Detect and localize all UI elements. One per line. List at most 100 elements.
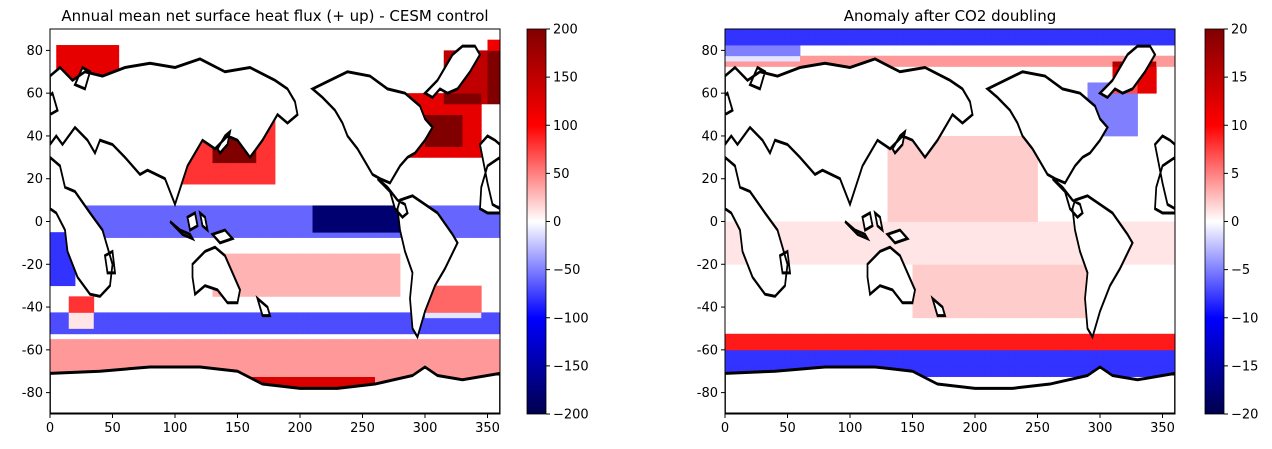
- heatmap-cell: [103, 355, 107, 361]
- heatmap-cell: [243, 349, 248, 356]
- heatmap-cell: [212, 355, 217, 361]
- heatmap-cell: [387, 328, 392, 335]
- heatmap-cell: [356, 312, 360, 319]
- heatmap-cell: [159, 317, 163, 324]
- heatmap-cell: [312, 269, 317, 276]
- heatmap-cell: [59, 242, 63, 249]
- heatmap-cell: [96, 210, 101, 217]
- heatmap-cell: [400, 344, 404, 351]
- heatmap-cell: [150, 205, 154, 212]
- heatmap-cell: [193, 339, 198, 345]
- heatmap-cell: [281, 349, 285, 356]
- heatmap-cell: [250, 291, 254, 297]
- heatmap-cell: [496, 216, 500, 222]
- heatmap-cell: [284, 360, 288, 367]
- heatmap-cell: [125, 210, 129, 217]
- heatmap-cell: [93, 323, 98, 329]
- heatmap-cell: [337, 258, 342, 265]
- heatmap-cell: [296, 210, 301, 217]
- heatmap-cell: [396, 232, 401, 238]
- heatmap-cell: [243, 280, 248, 287]
- heatmap-cell: [375, 291, 379, 297]
- heatmap-cell: [112, 232, 117, 238]
- heatmap-cell: [178, 323, 182, 329]
- heatmap-cell: [187, 162, 192, 169]
- heatmap-cell: [459, 210, 463, 217]
- heatmap-cell: [128, 221, 132, 228]
- heatmap-cell: [237, 280, 242, 287]
- heatmap-cell: [71, 61, 76, 67]
- heatmap-cell: [428, 151, 432, 158]
- heatmap-cell: [487, 71, 492, 78]
- heatmap-cell: [496, 365, 500, 372]
- heatmap-cell: [971, 371, 976, 377]
- heatmap-cell: [262, 360, 267, 367]
- heatmap-cell: [350, 221, 354, 228]
- heatmap-cell: [134, 232, 138, 238]
- heatmap-cell: [350, 285, 354, 292]
- heatmap-cell: [456, 141, 460, 148]
- heatmap-cell: [109, 55, 113, 62]
- heatmap-cell: [200, 323, 204, 329]
- heatmap-cell: [265, 253, 270, 260]
- heatmap-cell: [356, 205, 360, 212]
- heatmap-cell: [306, 226, 310, 233]
- heatmap-cell: [131, 339, 135, 345]
- heatmap-cell: [115, 328, 120, 335]
- heatmap-cell: [221, 328, 226, 335]
- heatmap-cell: [415, 360, 420, 367]
- heatmap-cell: [456, 216, 460, 222]
- heatmap-cell: [184, 216, 188, 222]
- heatmap-cell: [409, 93, 413, 99]
- heatmap-cell: [275, 344, 279, 351]
- heatmap-cell: [359, 253, 363, 260]
- heatmap-cell: [296, 274, 301, 281]
- heatmap-cell: [256, 253, 260, 260]
- heatmap-cell: [306, 285, 310, 292]
- heatmap-cell: [331, 349, 335, 356]
- heatmap-cell: [425, 151, 429, 158]
- heatmap-cell: [328, 226, 332, 233]
- heatmap-cell: [375, 216, 379, 222]
- heatmap-cell: [231, 349, 235, 356]
- heatmap-cell: [371, 264, 376, 271]
- heatmap-cell: [459, 307, 463, 313]
- heatmap-cell: [171, 344, 176, 351]
- heatmap-cell: [256, 269, 260, 276]
- heatmap-cell: [340, 323, 345, 329]
- heatmap-cell: [84, 339, 88, 345]
- heatmap-cell: [168, 221, 173, 228]
- heatmap-cell: [450, 221, 454, 228]
- heatmap-cell: [268, 168, 273, 174]
- heatmap-cell: [465, 119, 470, 126]
- heatmap-cell: [300, 285, 304, 292]
- heatmap-cell: [115, 55, 120, 62]
- heatmap-cell: [375, 226, 379, 233]
- heatmap-cell: [275, 355, 279, 361]
- heatmap-cell: [237, 312, 242, 319]
- heatmap-cell: [262, 258, 267, 265]
- heatmap-cell: [203, 323, 207, 329]
- heatmap-cell: [253, 291, 257, 297]
- heatmap-cell: [259, 157, 263, 164]
- heatmap-cell: [118, 205, 123, 212]
- heatmap-cell: [321, 349, 326, 356]
- heatmap-cell: [156, 339, 160, 345]
- heatmap-cell: [493, 349, 498, 356]
- heatmap-cell: [328, 210, 332, 217]
- heatmap-cell: [303, 355, 307, 361]
- heatmap-cell: [259, 317, 263, 324]
- heatmap-cell: [156, 317, 160, 324]
- heatmap-cell: [106, 355, 110, 361]
- heatmap-cell: [362, 274, 367, 281]
- heatmap-cell: [115, 232, 120, 238]
- heatmap-cell: [446, 291, 451, 297]
- heatmap-cell: [53, 264, 57, 271]
- heatmap-cell: [143, 205, 148, 212]
- heatmap-cell: [112, 328, 117, 335]
- heatmap-cell: [368, 339, 373, 345]
- heatmap-cell: [321, 328, 326, 335]
- heatmap-cell: [312, 264, 317, 271]
- heatmap-cell: [446, 135, 451, 142]
- heatmap-cell: [459, 119, 463, 126]
